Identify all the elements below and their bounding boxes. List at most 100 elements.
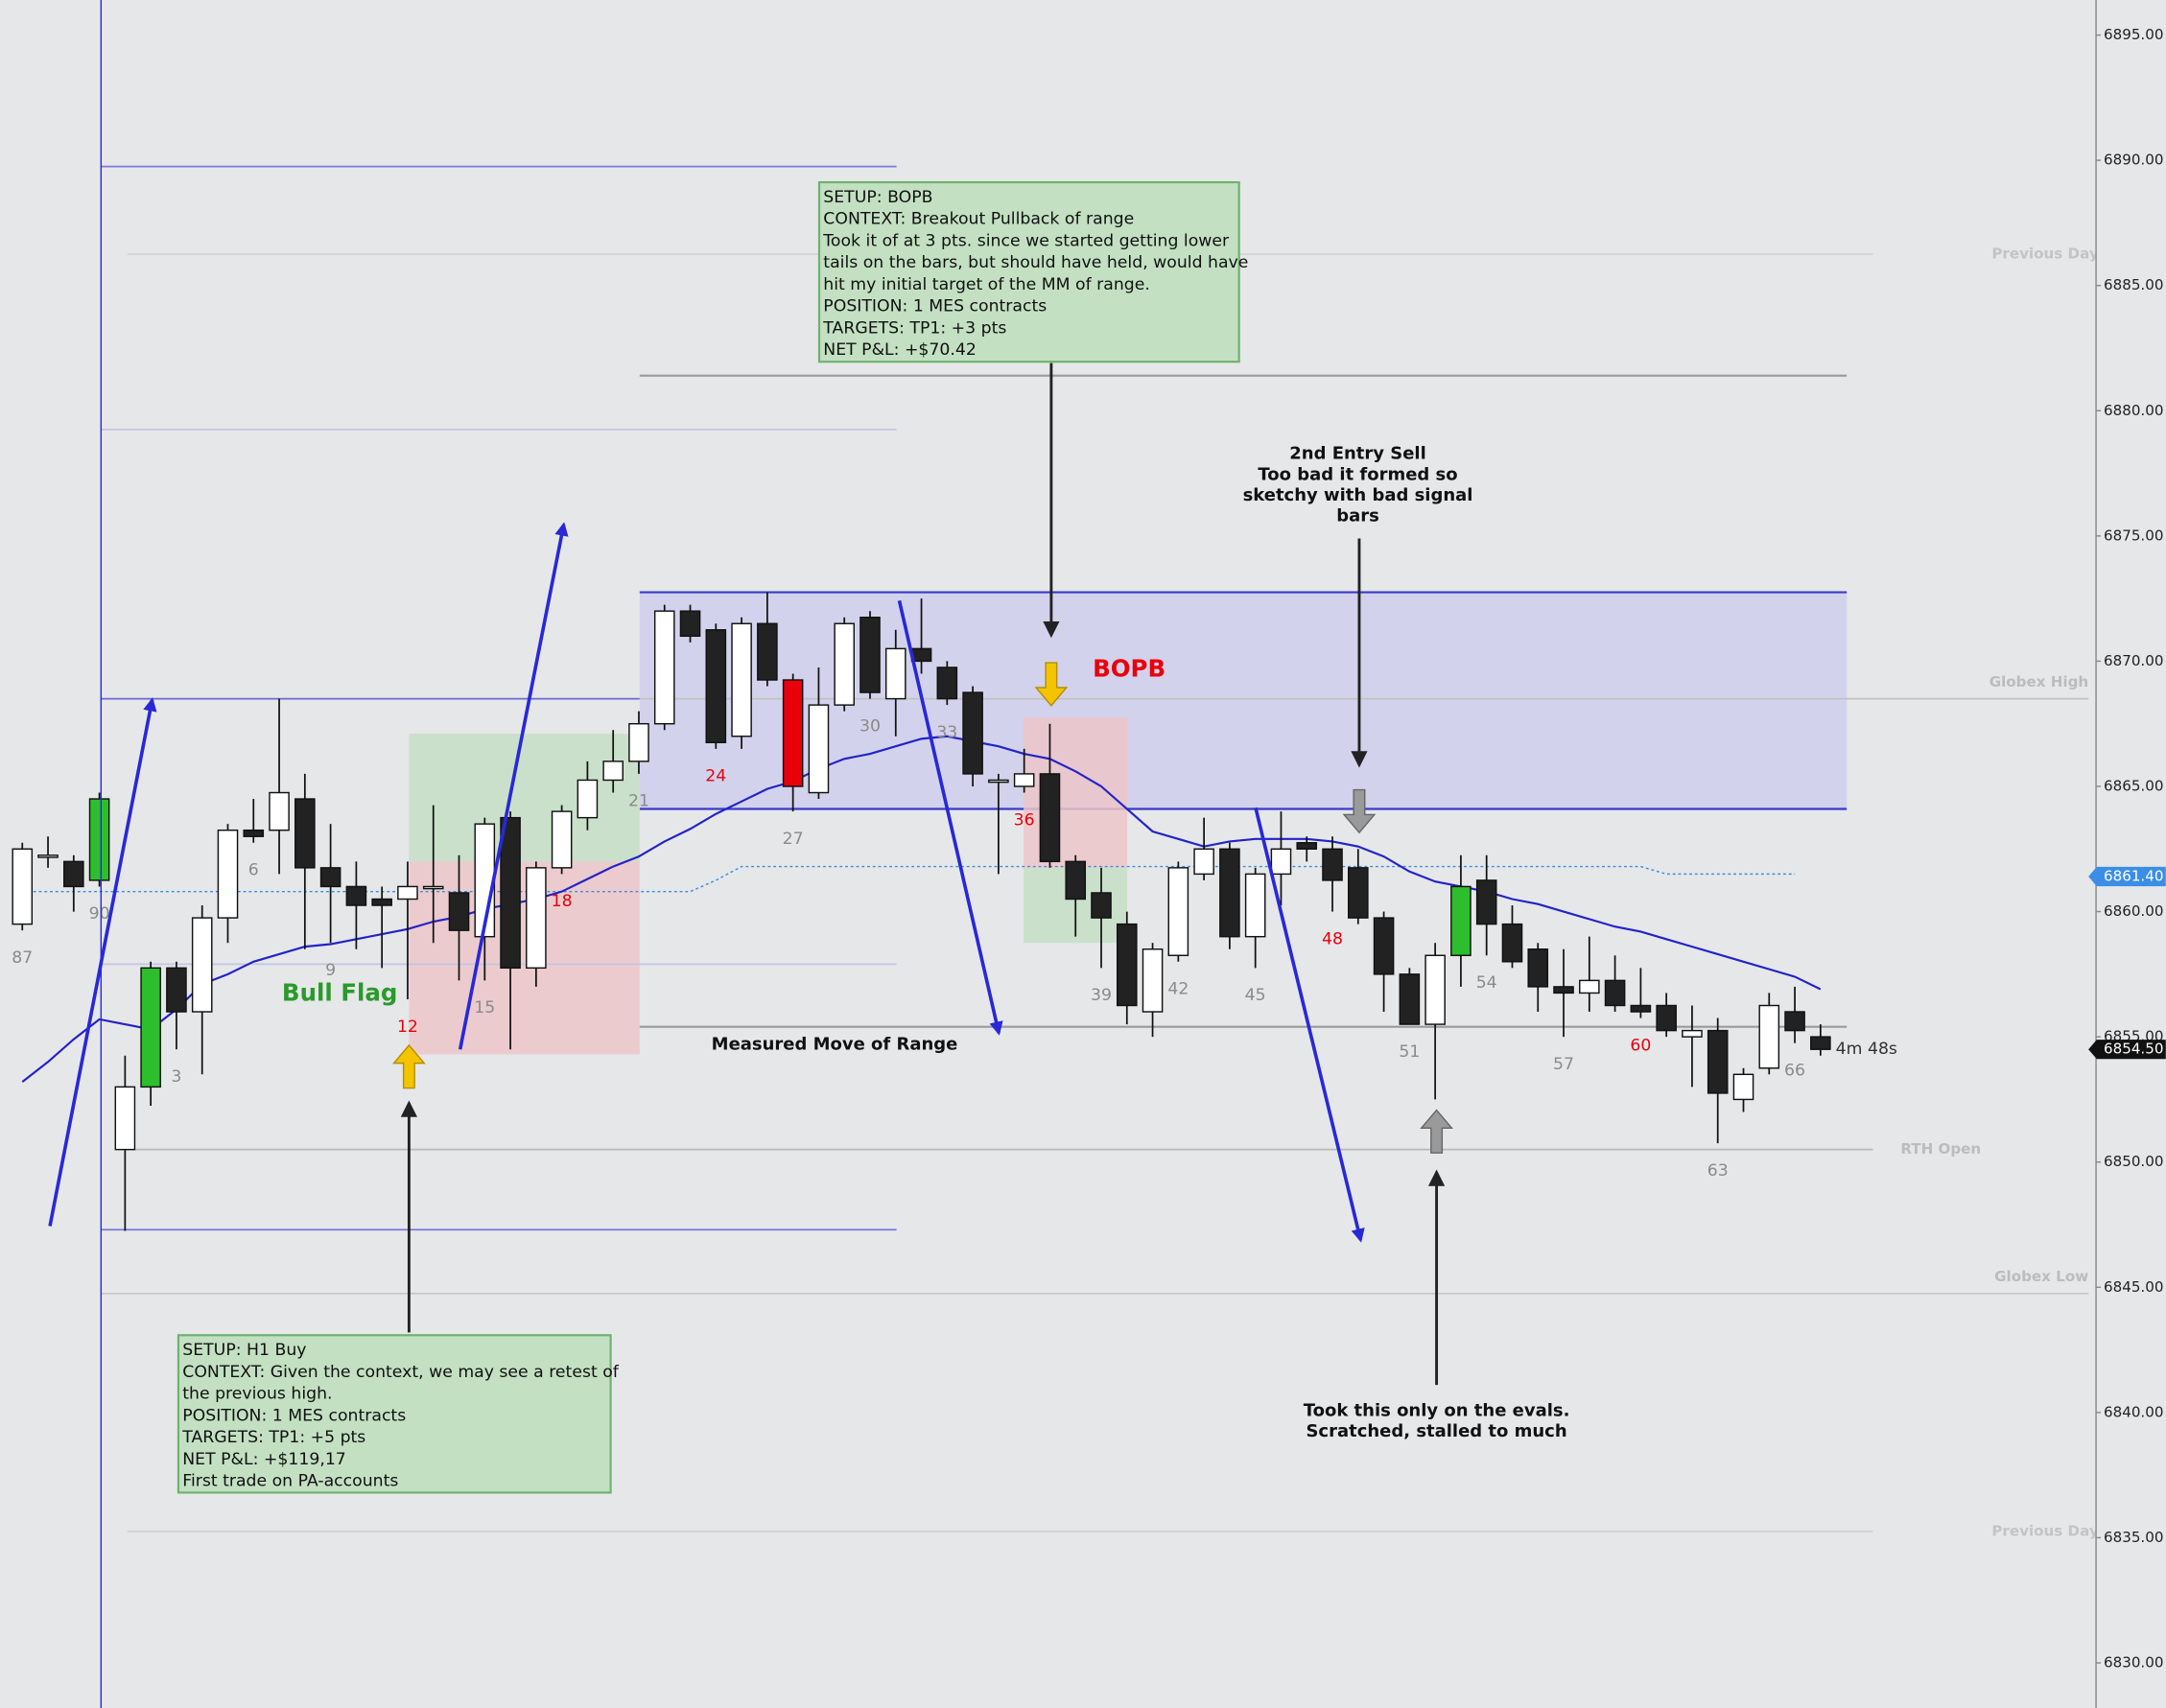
bar-number: 39 xyxy=(1091,986,1112,1005)
note-line: SETUP: H1 Buy xyxy=(182,1341,306,1360)
candle-body xyxy=(551,810,573,869)
bar-number: 36 xyxy=(1014,810,1035,830)
candle-body xyxy=(371,898,392,906)
trade-note xyxy=(177,1334,612,1494)
note-line: POSITION: 1 MES contracts xyxy=(182,1406,406,1425)
candle-body xyxy=(1450,885,1471,956)
note-line: NET P&L: +$119,17 xyxy=(182,1450,346,1469)
y-tick-label: 6830.00 xyxy=(2104,1653,2163,1671)
candle-body xyxy=(63,860,84,888)
candle-body xyxy=(731,622,752,737)
annotation-text: 2nd Entry Sell xyxy=(1289,444,1425,464)
candle-body xyxy=(884,647,906,700)
bar-number: 9 xyxy=(325,961,336,980)
level-label: Previous Day H xyxy=(1991,246,2115,263)
level-label: Previous Day L xyxy=(1991,1522,2113,1539)
candle-body xyxy=(294,798,316,869)
zone xyxy=(1024,717,1128,868)
candle-body xyxy=(1732,1073,1754,1101)
trade-note xyxy=(817,180,1240,363)
candle-body xyxy=(1475,879,1497,925)
candle-body xyxy=(1630,1004,1652,1013)
candle-body xyxy=(37,854,59,858)
annotation-arrows xyxy=(48,0,1453,1708)
bar-number: 42 xyxy=(1167,980,1189,999)
bar-number: 90 xyxy=(89,904,110,924)
candle-body xyxy=(1167,867,1189,956)
annotation-text: sketchy with bad signal xyxy=(1243,485,1473,505)
candle-body xyxy=(577,779,599,819)
candle-body xyxy=(1270,848,1292,876)
candle-body xyxy=(166,967,187,1013)
candle-body xyxy=(526,867,547,970)
bar-number: 66 xyxy=(1784,1061,1805,1080)
signal-arrow xyxy=(1342,788,1377,834)
y-tick-label: 6885.00 xyxy=(2104,276,2163,293)
candle-body xyxy=(1399,973,1421,1025)
candle-body xyxy=(269,791,290,831)
annotation-text: bars xyxy=(1336,505,1379,526)
candle-body xyxy=(448,892,470,931)
level-label: Globex Low xyxy=(1994,1268,2088,1285)
bar-number: 60 xyxy=(1630,1036,1651,1055)
candle-body xyxy=(757,622,778,681)
price-tag-label: 6861.40 xyxy=(2104,868,2163,885)
bar-number: 63 xyxy=(1707,1161,1729,1181)
y-tick-label: 6875.00 xyxy=(2104,526,2163,544)
bar-number: 30 xyxy=(859,716,881,736)
candle-body xyxy=(1373,917,1395,975)
zone xyxy=(409,734,640,862)
bar-number: 51 xyxy=(1399,1042,1420,1062)
candle-body xyxy=(1039,773,1061,863)
y-tick-label: 6895.00 xyxy=(2104,26,2163,43)
y-tick-label: 6840.00 xyxy=(2104,1403,2163,1420)
annotation-text: Too bad it formed so xyxy=(1258,464,1457,484)
y-tick-label: 6835.00 xyxy=(2104,1529,2163,1546)
candle-body xyxy=(345,885,367,906)
entry-arrow xyxy=(1034,662,1069,707)
candle-body xyxy=(1579,979,1600,994)
candle-body xyxy=(12,848,34,925)
candle-body xyxy=(705,629,727,744)
note-line: TARGETS: TP1: +5 pts xyxy=(181,1428,365,1447)
candle-body xyxy=(140,967,161,1088)
candle-body xyxy=(910,647,932,663)
candle-body xyxy=(962,691,983,775)
bar-timer: 4m 48s xyxy=(1836,1040,1897,1059)
candle-body xyxy=(1527,948,1549,988)
candle-body xyxy=(1116,923,1138,1007)
candle-body xyxy=(217,829,239,919)
bar-number: 24 xyxy=(705,767,726,786)
candle-body xyxy=(88,798,110,881)
candle-body xyxy=(628,722,649,762)
candle-body xyxy=(1142,948,1164,1013)
note-line: CONTEXT: Given the context, we may see a… xyxy=(182,1363,620,1382)
plot-area: Measured Move of Range Globex High RTH Ope… xyxy=(12,165,2115,1539)
candle-body xyxy=(1501,923,1523,963)
bar-number: 33 xyxy=(936,723,957,742)
bar-number: 48 xyxy=(1322,929,1343,948)
candle-body xyxy=(319,867,341,888)
note-line: SETUP: BOPB xyxy=(823,188,932,207)
note-line: TARGETS: TP1: +3 pts xyxy=(822,318,1006,338)
moving-average xyxy=(21,735,1822,1083)
bar-number: 3 xyxy=(171,1067,181,1087)
candle-body xyxy=(114,1086,136,1151)
level-label: Globex High xyxy=(1989,673,2088,690)
trend-arrow xyxy=(1254,807,1365,1243)
bar-number: 6 xyxy=(248,861,259,880)
candle-body xyxy=(1348,867,1369,919)
note-line: POSITION: 1 MES contracts xyxy=(823,297,1047,316)
trend-arrow xyxy=(897,599,1003,1036)
y-tick-label: 6890.00 xyxy=(2104,152,2163,169)
candle-body xyxy=(988,779,1009,784)
y-tick-label: 6850.00 xyxy=(2104,1153,2163,1170)
note-line: hit my initial target of the MM of range… xyxy=(823,275,1150,294)
candle-body xyxy=(936,667,958,700)
y-tick-label: 6865.00 xyxy=(2104,777,2163,794)
bar-number: 54 xyxy=(1476,973,1497,993)
bar-number: 12 xyxy=(397,1018,418,1037)
annotation-text: Scratched, stalled to much xyxy=(1306,1421,1566,1441)
signal-line xyxy=(22,865,1796,893)
